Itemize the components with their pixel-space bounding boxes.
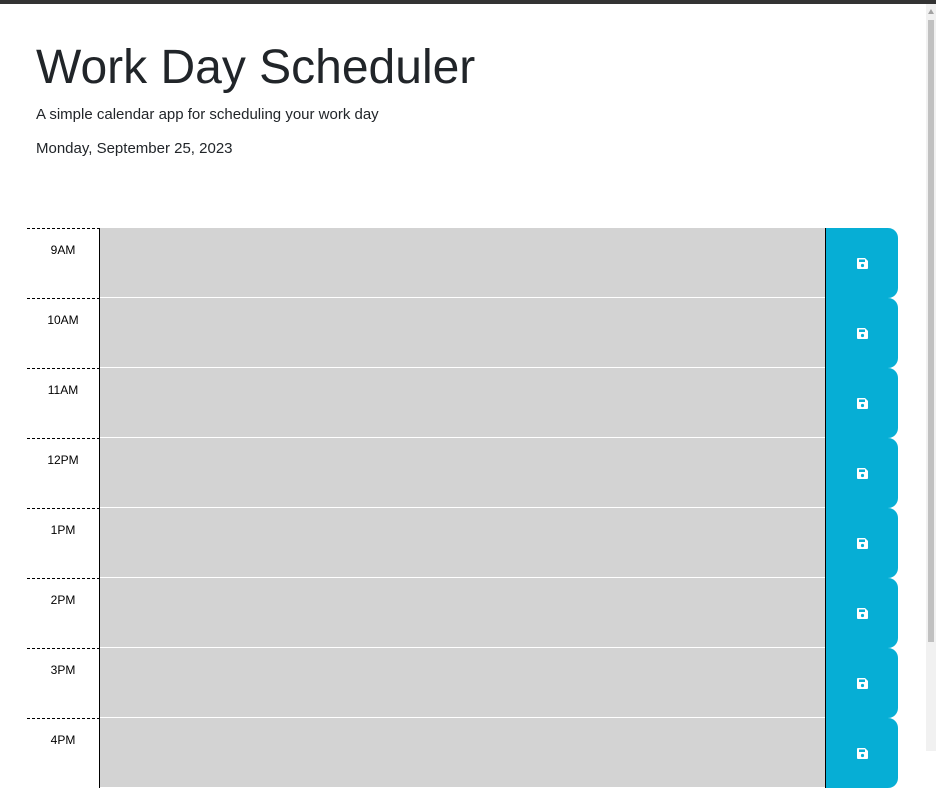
save-button[interactable] [825, 298, 898, 368]
time-block: 4PM [27, 718, 898, 788]
time-block-list: 9AM 10AM 11AM [27, 228, 898, 788]
description-input[interactable] [100, 368, 825, 438]
save-icon [856, 747, 868, 759]
vertical-scrollbar[interactable] [926, 4, 936, 751]
time-block: 1PM [27, 508, 898, 578]
save-button[interactable] [825, 438, 898, 508]
time-block: 9AM [27, 228, 898, 298]
save-icon [856, 677, 868, 689]
time-block: 10AM [27, 298, 898, 368]
save-icon [856, 257, 868, 269]
save-button[interactable] [825, 508, 898, 578]
time-block: 3PM [27, 648, 898, 718]
scroll-up-icon[interactable] [928, 9, 934, 14]
hour-label: 3PM [27, 648, 100, 718]
hour-label: 2PM [27, 578, 100, 648]
time-block: 11AM [27, 368, 898, 438]
save-icon [856, 607, 868, 619]
save-icon [856, 467, 868, 479]
save-button[interactable] [825, 228, 898, 298]
save-icon [856, 537, 868, 549]
description-input[interactable] [100, 718, 825, 788]
save-button[interactable] [825, 648, 898, 718]
save-button[interactable] [825, 368, 898, 438]
save-icon [856, 397, 868, 409]
scrollbar-thumb[interactable] [928, 20, 934, 642]
save-button[interactable] [825, 578, 898, 648]
hour-label: 10AM [27, 298, 100, 368]
description-input[interactable] [100, 438, 825, 508]
description-input[interactable] [100, 228, 825, 298]
hour-label: 4PM [27, 718, 100, 788]
hour-label: 12PM [27, 438, 100, 508]
page-subtitle: A simple calendar app for scheduling you… [36, 106, 379, 123]
save-button[interactable] [825, 718, 898, 788]
description-input[interactable] [100, 648, 825, 718]
hour-label: 11AM [27, 368, 100, 438]
save-icon [856, 327, 868, 339]
page-title: Work Day Scheduler [36, 41, 476, 94]
time-block: 12PM [27, 438, 898, 508]
time-block: 2PM [27, 578, 898, 648]
description-input[interactable] [100, 298, 825, 368]
jumbotron-header: Work Day Scheduler A simple calendar app… [36, 40, 475, 157]
current-day: Monday, September 25, 2023 [36, 140, 233, 157]
hour-label: 1PM [27, 508, 100, 578]
description-input[interactable] [100, 508, 825, 578]
description-input[interactable] [100, 578, 825, 648]
window-top-border [0, 0, 936, 4]
hour-label: 9AM [27, 228, 100, 298]
